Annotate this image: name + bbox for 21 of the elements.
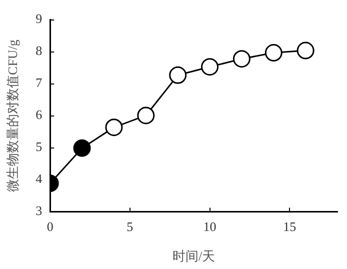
y-axis-title: 微生物数量的对数值CFU/g bbox=[5, 39, 20, 192]
point bbox=[73, 139, 91, 157]
x-tick-label: 15 bbox=[283, 219, 296, 234]
point bbox=[264, 44, 282, 62]
y-tick-label: 4 bbox=[36, 171, 43, 186]
y-tick-label: 7 bbox=[36, 75, 43, 90]
y-tick-label: 8 bbox=[36, 43, 42, 58]
y-tick-label: 6 bbox=[36, 107, 43, 122]
point bbox=[232, 50, 250, 68]
point bbox=[137, 106, 155, 124]
x-tick-label: 5 bbox=[126, 219, 134, 234]
y-tick-label: 5 bbox=[36, 139, 42, 154]
point bbox=[296, 42, 314, 60]
x-axis-title: 时间/天 bbox=[172, 248, 216, 264]
point bbox=[169, 66, 187, 84]
point bbox=[105, 118, 123, 136]
point bbox=[201, 58, 219, 76]
x-tick-label: 10 bbox=[203, 219, 216, 234]
y-tick-label: 9 bbox=[36, 11, 42, 26]
x-tick-label: 0 bbox=[46, 219, 54, 234]
y-tick-label: 3 bbox=[36, 203, 42, 218]
